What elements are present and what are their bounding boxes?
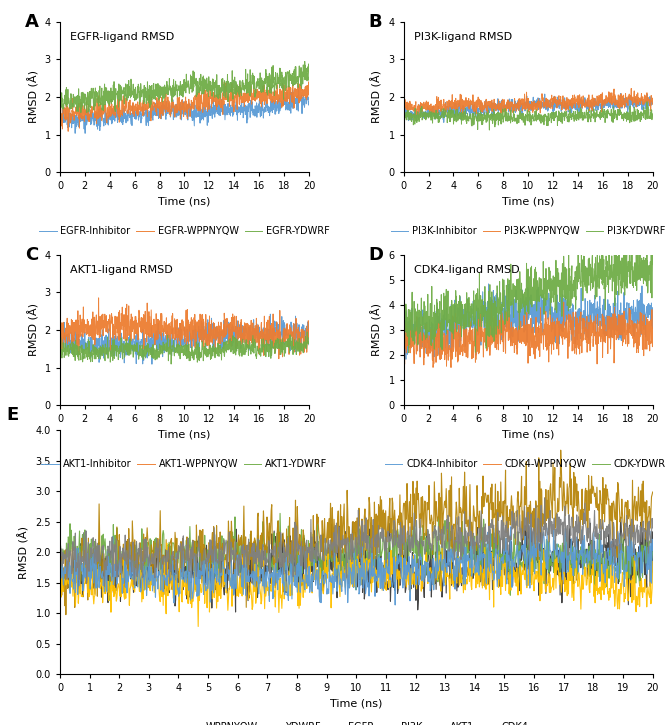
Text: E: E [7, 406, 19, 424]
Y-axis label: RMSD (Å): RMSD (Å) [372, 304, 383, 357]
Legend: PI3K-Inhibitor, PI3K-WPPNYQW, PI3K-YDWRF: PI3K-Inhibitor, PI3K-WPPNYQW, PI3K-YDWRF [387, 222, 666, 240]
Y-axis label: RMSD (Å): RMSD (Å) [28, 304, 39, 357]
Text: PI3K-ligand RMSD: PI3K-ligand RMSD [414, 33, 511, 42]
Text: B: B [369, 13, 382, 30]
Text: C: C [25, 246, 39, 264]
Text: EGFR-ligand RMSD: EGFR-ligand RMSD [70, 33, 174, 42]
X-axis label: Time (ns): Time (ns) [502, 196, 554, 207]
Y-axis label: RMSD (Å): RMSD (Å) [372, 70, 383, 123]
Y-axis label: RMSD (Å): RMSD (Å) [28, 70, 39, 123]
X-axis label: Time (ns): Time (ns) [330, 699, 382, 709]
Legend: CDK4-Inhibitor, CDK4-WPPNYQW, CDK-YDWRF: CDK4-Inhibitor, CDK4-WPPNYQW, CDK-YDWRF [381, 455, 666, 473]
X-axis label: Time (ns): Time (ns) [159, 430, 210, 440]
X-axis label: Time (ns): Time (ns) [159, 196, 210, 207]
X-axis label: Time (ns): Time (ns) [502, 430, 554, 440]
Legend: AKT1-Inhibitor, AKT1-WPPNYQW, AKT1-YDWRF: AKT1-Inhibitor, AKT1-WPPNYQW, AKT1-YDWRF [37, 455, 332, 473]
Text: D: D [369, 246, 384, 264]
Text: CDK4-ligand RMSD: CDK4-ligand RMSD [414, 265, 519, 276]
Legend: WPPNYQW, YDWRF, EGFR, PI3K, AKT1, CDK4: WPPNYQW, YDWRF, EGFR, PI3K, AKT1, CDK4 [180, 718, 532, 725]
Legend: EGFR-Inhibitor, EGFR-WPPNYQW, EGFR-YDWRF: EGFR-Inhibitor, EGFR-WPPNYQW, EGFR-YDWRF [35, 222, 334, 240]
Text: AKT1-ligand RMSD: AKT1-ligand RMSD [70, 265, 172, 276]
Y-axis label: RMSD (Å): RMSD (Å) [19, 526, 30, 579]
Text: A: A [25, 13, 39, 30]
